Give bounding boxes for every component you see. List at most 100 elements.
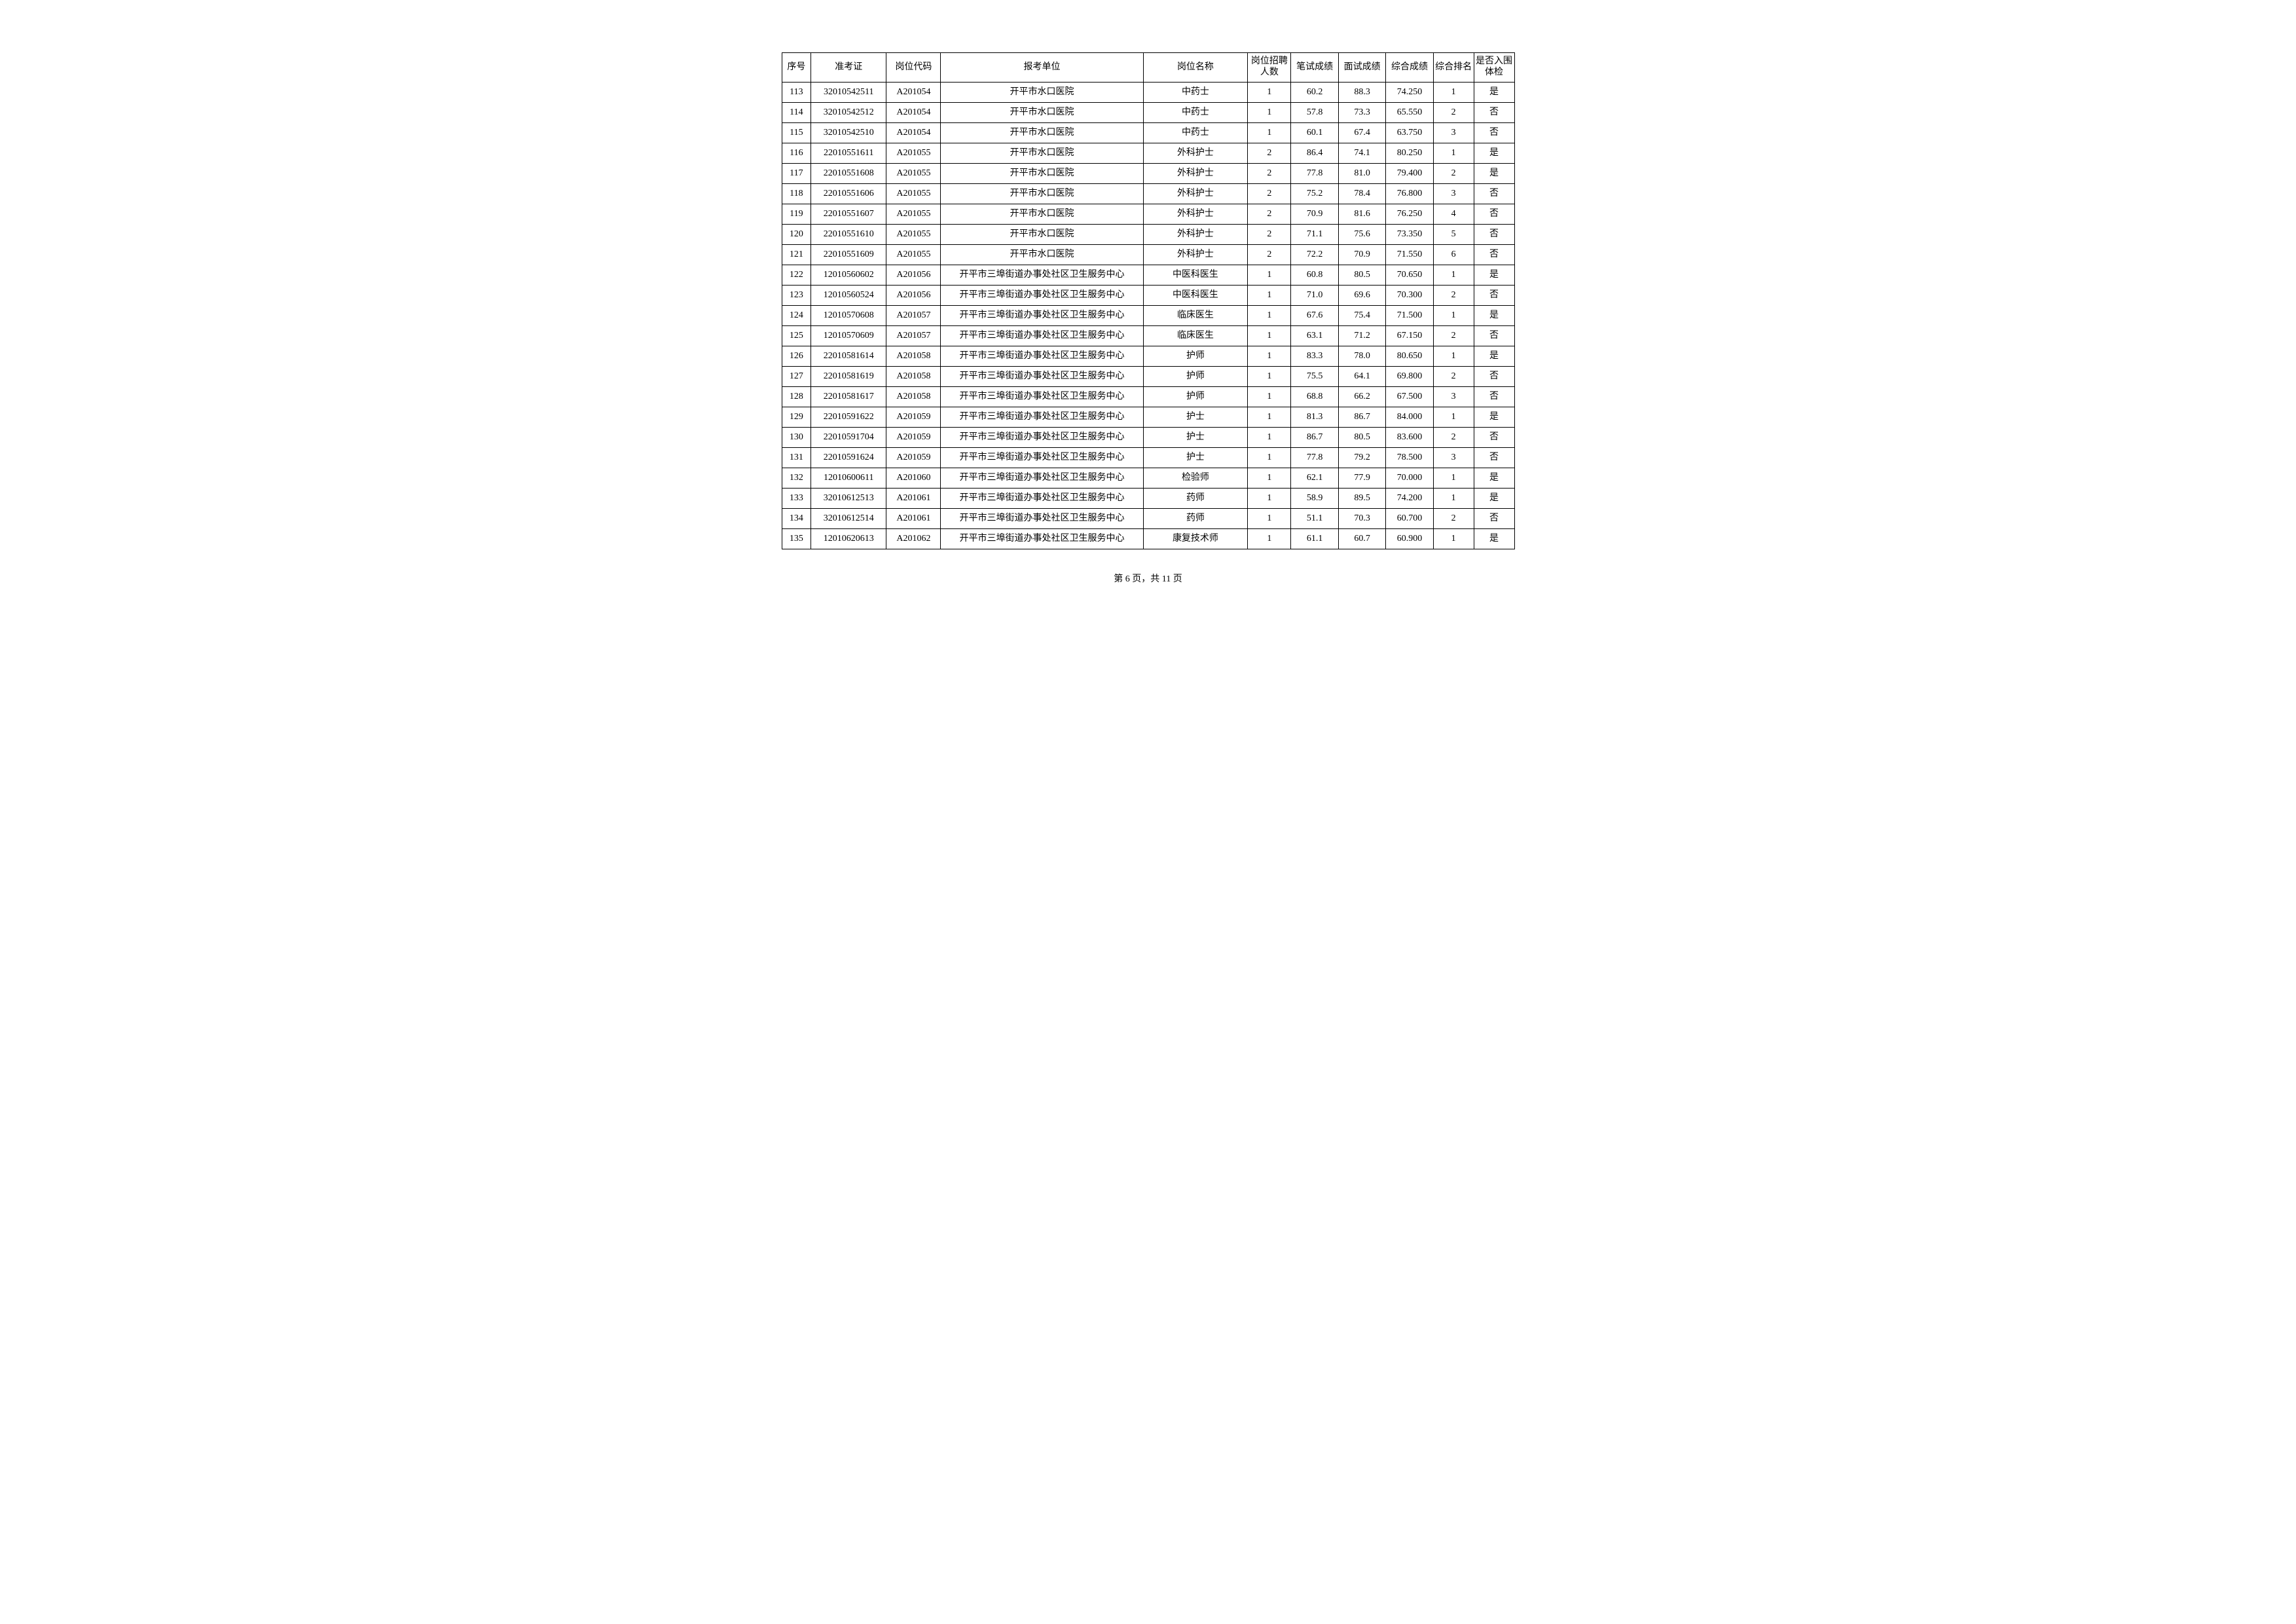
table-row: 13332010612513A201061开平市三埠街道办事处社区卫生服务中心药… [782, 489, 1514, 509]
table-cell: 否 [1474, 326, 1514, 346]
table-cell: 1 [1248, 509, 1291, 529]
table-cell: 89.5 [1338, 489, 1385, 509]
table-cell: 药师 [1143, 489, 1248, 509]
table-cell: 71.1 [1291, 225, 1338, 245]
table-cell: 66.2 [1338, 387, 1385, 407]
table-cell: 123 [782, 286, 811, 306]
table-cell: 是 [1474, 143, 1514, 164]
table-cell: 77.9 [1338, 468, 1385, 489]
table-cell: 外科护士 [1143, 204, 1248, 225]
col-header-unit: 报考单位 [941, 53, 1143, 83]
table-cell: 132 [782, 468, 811, 489]
table-cell: 开平市三埠街道办事处社区卫生服务中心 [941, 326, 1143, 346]
table-cell: 1 [1433, 489, 1474, 509]
table-cell: 71.500 [1386, 306, 1433, 326]
table-cell: A201057 [886, 326, 941, 346]
table-cell: 71.550 [1386, 245, 1433, 265]
table-cell: 3 [1433, 184, 1474, 204]
table-cell: 12010560602 [811, 265, 886, 286]
table-cell: 外科护士 [1143, 164, 1248, 184]
table-cell: 开平市三埠街道办事处社区卫生服务中心 [941, 407, 1143, 428]
table-cell: 1 [1433, 407, 1474, 428]
table-cell: 76.800 [1386, 184, 1433, 204]
results-table: 序号 准考证 岗位代码 报考单位 岗位名称 岗位招聘人数 笔试成绩 面试成绩 综… [782, 52, 1515, 549]
table-cell: 12010570608 [811, 306, 886, 326]
table-cell: A201054 [886, 103, 941, 123]
table-cell: 88.3 [1338, 83, 1385, 103]
table-cell: 否 [1474, 204, 1514, 225]
table-cell: 是 [1474, 83, 1514, 103]
table-cell: A201058 [886, 387, 941, 407]
table-cell: A201058 [886, 367, 941, 387]
col-header-pos: 岗位代码 [886, 53, 941, 83]
table-cell: 开平市水口医院 [941, 164, 1143, 184]
table-cell: 开平市三埠街道办事处社区卫生服务中心 [941, 306, 1143, 326]
table-cell: 护师 [1143, 346, 1248, 367]
table-row: 11622010551611A201055开平市水口医院外科护士286.474.… [782, 143, 1514, 164]
table-row: 13512010620613A201062开平市三埠街道办事处社区卫生服务中心康… [782, 529, 1514, 549]
table-cell: 开平市三埠街道办事处社区卫生服务中心 [941, 346, 1143, 367]
table-cell: 116 [782, 143, 811, 164]
table-cell: 75.5 [1291, 367, 1338, 387]
table-cell: 1 [1248, 428, 1291, 448]
header-row: 序号 准考证 岗位代码 报考单位 岗位名称 岗位招聘人数 笔试成绩 面试成绩 综… [782, 53, 1514, 83]
table-cell: 2 [1248, 143, 1291, 164]
table-cell: 74.200 [1386, 489, 1433, 509]
table-cell: 2 [1248, 245, 1291, 265]
table-cell: A201059 [886, 407, 941, 428]
table-cell: 12010560524 [811, 286, 886, 306]
table-cell: 开平市水口医院 [941, 83, 1143, 103]
table-cell: 否 [1474, 367, 1514, 387]
table-cell: 69.6 [1338, 286, 1385, 306]
table-cell: 127 [782, 367, 811, 387]
table-cell: 22010581617 [811, 387, 886, 407]
table-cell: 开平市水口医院 [941, 143, 1143, 164]
table-cell: 75.6 [1338, 225, 1385, 245]
table-cell: 126 [782, 346, 811, 367]
table-cell: 114 [782, 103, 811, 123]
col-header-rank: 综合排名 [1433, 53, 1474, 83]
table-cell: 12010620613 [811, 529, 886, 549]
table-cell: 开平市三埠街道办事处社区卫生服务中心 [941, 468, 1143, 489]
table-cell: 2 [1248, 184, 1291, 204]
table-cell: 60.900 [1386, 529, 1433, 549]
table-cell: 1 [1248, 123, 1291, 143]
table-cell: 78.0 [1338, 346, 1385, 367]
table-cell: 70.9 [1338, 245, 1385, 265]
table-cell: 开平市三埠街道办事处社区卫生服务中心 [941, 265, 1143, 286]
table-cell: 67.6 [1291, 306, 1338, 326]
table-cell: 2 [1248, 225, 1291, 245]
table-cell: 开平市三埠街道办事处社区卫生服务中心 [941, 286, 1143, 306]
table-cell: A201055 [886, 184, 941, 204]
table-cell: 开平市三埠街道办事处社区卫生服务中心 [941, 448, 1143, 468]
table-cell: 71.2 [1338, 326, 1385, 346]
table-row: 12512010570609A201057开平市三埠街道办事处社区卫生服务中心临… [782, 326, 1514, 346]
table-cell: 74.250 [1386, 83, 1433, 103]
table-cell: 32010612514 [811, 509, 886, 529]
table-cell: 是 [1474, 306, 1514, 326]
table-cell: 58.9 [1291, 489, 1338, 509]
table-cell: 1 [1248, 468, 1291, 489]
table-cell: 1 [1248, 387, 1291, 407]
table-cell: 1 [1248, 448, 1291, 468]
table-cell: 75.4 [1338, 306, 1385, 326]
table-cell: 3 [1433, 123, 1474, 143]
table-cell: 否 [1474, 286, 1514, 306]
table-row: 12822010581617A201058开平市三埠街道办事处社区卫生服务中心护… [782, 387, 1514, 407]
table-cell: 中药士 [1143, 103, 1248, 123]
table-cell: 1 [1433, 143, 1474, 164]
table-cell: 65.550 [1386, 103, 1433, 123]
table-cell: 22010551610 [811, 225, 886, 245]
table-cell: 中医科医生 [1143, 265, 1248, 286]
table-header: 序号 准考证 岗位代码 报考单位 岗位名称 岗位招聘人数 笔试成绩 面试成绩 综… [782, 53, 1514, 83]
table-cell: 开平市三埠街道办事处社区卫生服务中心 [941, 428, 1143, 448]
table-cell: 1 [1248, 346, 1291, 367]
table-cell: 康复技术师 [1143, 529, 1248, 549]
table-cell: 63.750 [1386, 123, 1433, 143]
table-cell: 61.1 [1291, 529, 1338, 549]
table-cell: 77.8 [1291, 164, 1338, 184]
table-cell: A201061 [886, 509, 941, 529]
table-cell: 4 [1433, 204, 1474, 225]
table-cell: 133 [782, 489, 811, 509]
table-cell: 1 [1248, 103, 1291, 123]
